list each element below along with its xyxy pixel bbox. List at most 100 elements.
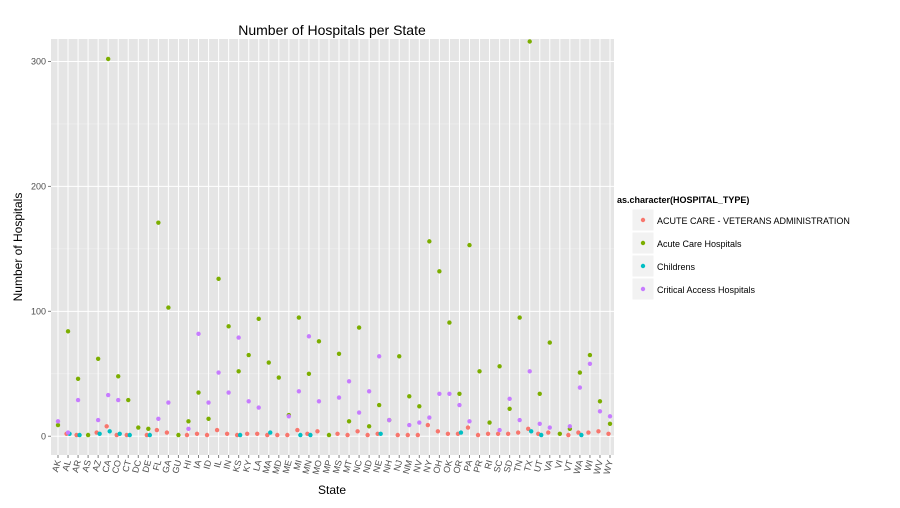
x-tick-label: MP (321, 459, 334, 475)
legend-label: Childrens (657, 262, 696, 272)
data-point (395, 432, 400, 438)
data-point (126, 397, 131, 403)
data-point (586, 430, 591, 435)
data-point (607, 421, 613, 426)
data-point (196, 390, 201, 395)
data-point (487, 420, 492, 425)
data-point (427, 415, 432, 420)
data-point (417, 420, 422, 425)
data-point (196, 331, 201, 337)
data-point (587, 352, 593, 358)
legend-label: Critical Access Hospitals (657, 285, 756, 295)
legend-marker (640, 217, 646, 223)
x-tick-label: WA (571, 459, 584, 475)
data-point (65, 329, 71, 334)
data-point (156, 416, 161, 421)
data-point (437, 391, 442, 396)
y-tick-label: 0 (41, 431, 46, 441)
data-point (97, 431, 102, 436)
data-point (95, 417, 101, 423)
x-axis: AKALARASAZCACOCTDCDEFLGAGUHIIAIDILINKSKY… (50, 455, 615, 476)
data-point (427, 239, 432, 244)
data-point (407, 422, 412, 428)
data-point (216, 370, 221, 375)
data-point (425, 422, 431, 428)
data-point (376, 402, 382, 408)
x-tick-label: KY (241, 459, 254, 473)
data-point (117, 431, 122, 436)
data-point (286, 414, 292, 419)
data-point (485, 431, 491, 436)
x-tick-label: NE (371, 459, 384, 474)
x-tick-label: IN (222, 459, 234, 470)
x-tick-label: KS (231, 459, 244, 473)
x-tick-label: HI (181, 459, 193, 470)
data-point (607, 414, 613, 419)
x-tick-label: OH (431, 459, 444, 475)
data-point (75, 376, 81, 381)
x-tick-label: NJ (392, 459, 405, 472)
data-point (298, 432, 303, 438)
data-point (266, 360, 271, 365)
data-point (457, 402, 462, 408)
x-tick-label: MS (331, 459, 344, 475)
data-point (316, 339, 322, 344)
data-point (104, 424, 109, 429)
legend-marker (640, 286, 646, 292)
data-point (567, 424, 573, 429)
data-point (336, 395, 342, 400)
data-point (397, 354, 402, 359)
data-point (505, 431, 511, 436)
data-point (606, 431, 611, 436)
data-point (116, 374, 121, 379)
data-point (95, 356, 101, 362)
data-point (405, 432, 410, 438)
legend-title: as.character(HOSPITAL_TYPE) (617, 195, 749, 205)
y-axis-title: Number of Hospitals (11, 193, 25, 302)
data-point (65, 430, 71, 435)
x-tick-label: AL (60, 459, 73, 472)
x-tick-label: DC (130, 458, 143, 474)
x-tick-label: WV (591, 459, 604, 476)
data-point (246, 399, 251, 404)
legend-marker (640, 240, 646, 246)
data-point (415, 432, 421, 438)
data-point (236, 335, 241, 340)
y-tick-label: 200 (31, 181, 46, 191)
data-point (517, 417, 522, 423)
x-tick-label: CT (120, 458, 133, 473)
data-point (407, 394, 412, 399)
data-point (527, 39, 532, 44)
data-point (336, 351, 342, 357)
data-point (166, 400, 171, 405)
data-point (378, 431, 383, 436)
x-tick-label: GU (170, 459, 183, 475)
x-tick-label: AK (50, 459, 63, 473)
data-point (107, 429, 112, 434)
data-point (576, 430, 581, 435)
x-tick-label: GA (160, 459, 173, 474)
data-point (577, 370, 583, 375)
x-tick-label: IL (212, 459, 224, 469)
x-tick-label: MA (261, 459, 274, 475)
data-point (577, 385, 583, 390)
x-tick-label: OR (451, 458, 464, 474)
x-tick-label: PR (472, 458, 485, 473)
data-point (547, 425, 552, 430)
x-tick-label: DE (140, 459, 153, 474)
x-tick-label: MO (310, 459, 323, 476)
data-point (308, 432, 313, 438)
data-point (596, 429, 601, 434)
data-point (214, 427, 220, 433)
data-point (447, 320, 452, 325)
data-point (55, 422, 61, 428)
data-point (306, 334, 312, 339)
data-point (255, 431, 260, 436)
data-point (355, 429, 360, 434)
x-tick-label: ND (361, 458, 374, 474)
data-point (467, 242, 472, 248)
data-point (315, 429, 320, 434)
x-tick-label: TX (522, 459, 535, 473)
data-point (306, 371, 312, 376)
data-point (539, 432, 544, 438)
